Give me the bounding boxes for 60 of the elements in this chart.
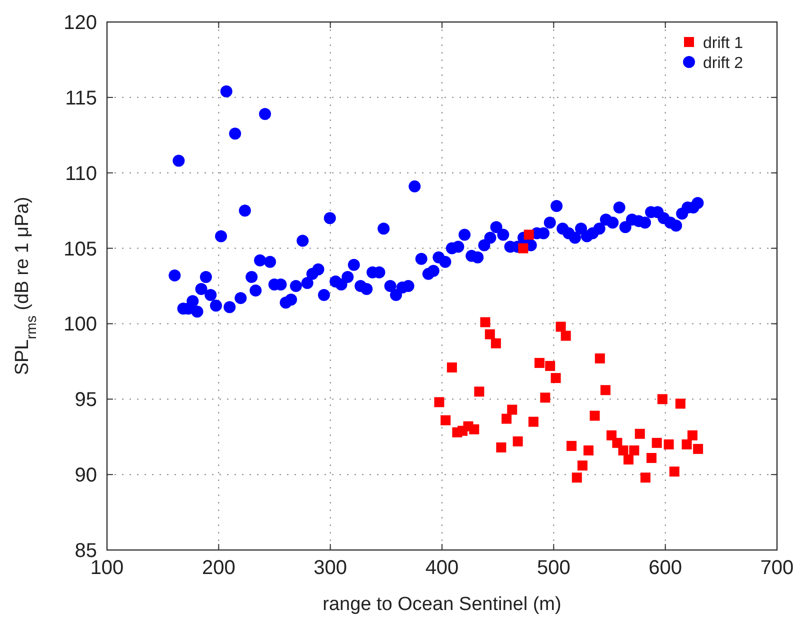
point xyxy=(646,452,656,463)
point xyxy=(600,385,610,396)
x-tick-label: 200 xyxy=(202,557,236,579)
point xyxy=(518,243,528,254)
point xyxy=(434,397,444,408)
point xyxy=(584,445,594,456)
point xyxy=(528,416,538,427)
point xyxy=(480,317,490,328)
point xyxy=(540,392,550,403)
point xyxy=(594,353,605,364)
y-tick-label: 100 xyxy=(64,314,97,336)
x-tick-label: 300 xyxy=(314,557,348,579)
y-tick-label: 110 xyxy=(65,162,97,185)
point xyxy=(440,415,451,426)
point xyxy=(675,398,686,409)
x-tick-label: 100 xyxy=(90,557,124,579)
point xyxy=(577,460,588,471)
point xyxy=(634,428,645,439)
point xyxy=(524,230,534,240)
point xyxy=(687,430,698,440)
point xyxy=(507,404,518,415)
point xyxy=(618,445,628,456)
y-tick-label: 90 xyxy=(74,464,97,487)
point xyxy=(474,386,484,397)
point xyxy=(496,442,506,452)
y-tick-label: 115 xyxy=(65,87,97,110)
point xyxy=(502,414,512,424)
point xyxy=(484,329,495,340)
point xyxy=(612,438,622,448)
point xyxy=(682,439,692,450)
point xyxy=(560,330,571,341)
legend-label: drift 1 xyxy=(703,35,744,52)
point xyxy=(556,322,566,332)
point xyxy=(623,454,634,464)
x-tick-label: 600 xyxy=(648,557,682,579)
x-tick-label: 500 xyxy=(536,557,570,579)
point xyxy=(550,373,561,384)
point xyxy=(545,360,556,371)
x-tick-label: 400 xyxy=(425,557,459,579)
x-tick-label: 700 xyxy=(760,557,794,579)
point xyxy=(693,444,704,454)
point xyxy=(657,394,668,404)
point xyxy=(512,436,523,446)
point xyxy=(652,438,662,448)
point xyxy=(566,440,577,451)
legend-label: drift 2 xyxy=(703,55,744,72)
point xyxy=(572,472,582,483)
point xyxy=(640,472,650,483)
x-axis-title: range to Ocean Sentinel (m) xyxy=(322,594,562,615)
y-tick-label: 95 xyxy=(74,389,97,412)
y-tick-label: 105 xyxy=(64,238,97,260)
point xyxy=(469,424,480,434)
point xyxy=(490,338,501,348)
point xyxy=(629,445,640,456)
y-tick-label: 120 xyxy=(64,12,97,34)
point xyxy=(534,358,544,368)
point xyxy=(590,410,600,421)
point xyxy=(446,362,457,372)
point xyxy=(669,466,680,477)
point xyxy=(664,439,674,450)
